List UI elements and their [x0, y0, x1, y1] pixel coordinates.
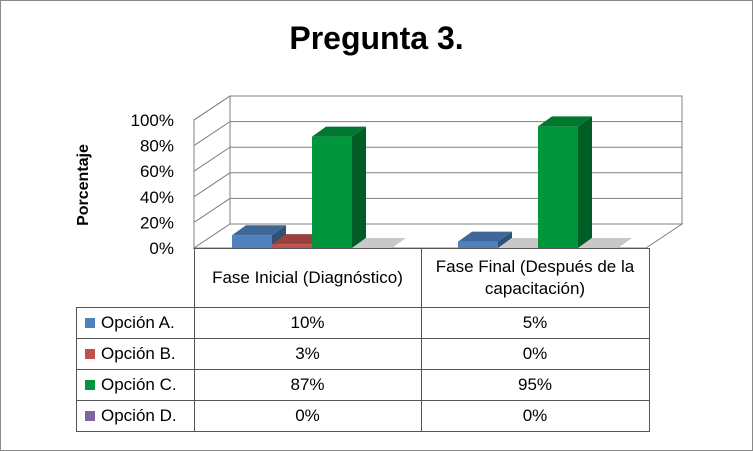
series-legend-cell: Opción C. — [76, 369, 195, 401]
chart-title: Pregunta 3. — [289, 20, 464, 56]
bar-top — [458, 231, 512, 242]
bar — [312, 126, 366, 248]
category-header: Fase Final (Después de la capacitación) — [420, 248, 650, 308]
bar-side — [578, 116, 592, 249]
table-header-row: Fase Inicial (Diagnóstico) Fase Final (De… — [76, 248, 650, 308]
table-row: Opción B. 3% 0% — [76, 338, 650, 370]
gridline — [193, 121, 682, 147]
y-tick-label: 100% — [131, 111, 174, 130]
series-legend-cell: Opción D. — [76, 400, 195, 432]
series-name: Opción D. — [101, 406, 177, 425]
bar-front — [272, 244, 312, 248]
data-label: 3% — [193, 338, 422, 370]
gridline — [193, 172, 682, 198]
data-label: 0% — [420, 400, 650, 432]
bar-top — [538, 116, 592, 127]
gridline — [193, 197, 682, 223]
data-table: Fase Inicial (Diagnóstico) Fase Final (De… — [76, 248, 650, 432]
y-tick-label: 40% — [140, 188, 174, 207]
data-label: 10% — [193, 307, 422, 339]
y-tick-label: 60% — [140, 162, 174, 181]
series-legend-cell: Opción B. — [76, 338, 195, 370]
gridline — [193, 146, 682, 172]
table-row: Opción A. 10% 5% — [76, 307, 650, 339]
bar — [538, 116, 592, 249]
bar — [232, 225, 286, 248]
table-row: Opción C. 87% 95% — [76, 369, 650, 401]
legend-swatch — [85, 317, 95, 328]
table-corner — [76, 248, 195, 308]
bar — [352, 238, 406, 248]
legend-swatch — [85, 410, 95, 421]
back-wall — [229, 95, 683, 225]
series-name: Opción B. — [101, 344, 176, 363]
bar — [578, 238, 632, 248]
data-label: 0% — [420, 338, 650, 370]
legend-swatch — [85, 348, 95, 359]
bar-top — [232, 225, 286, 236]
legend-swatch — [85, 379, 95, 390]
category-header: Fase Inicial (Diagnóstico) — [193, 248, 422, 308]
gridline — [193, 95, 682, 121]
data-label: 5% — [420, 307, 650, 339]
bar-side — [498, 231, 512, 248]
side-wall — [193, 95, 231, 249]
bar-base — [578, 238, 632, 248]
y-tick-label: 20% — [140, 213, 174, 232]
data-label: 95% — [420, 369, 650, 401]
series-name: Opción A. — [101, 313, 175, 332]
bar — [458, 231, 512, 248]
bar-front — [232, 235, 272, 248]
series-name: Opción C. — [101, 375, 177, 394]
bar-front — [312, 136, 352, 248]
data-label: 87% — [193, 369, 422, 401]
series-legend-cell: Opción A. — [76, 307, 195, 339]
table-row: Opción D. 0% 0% — [76, 400, 650, 432]
bar-base — [352, 238, 406, 248]
bar-front — [458, 241, 498, 248]
bar-side — [352, 126, 366, 248]
y-tick-label: 80% — [140, 137, 174, 156]
data-label: 0% — [193, 400, 422, 432]
bar-front — [538, 126, 578, 248]
bar-top — [312, 126, 366, 137]
